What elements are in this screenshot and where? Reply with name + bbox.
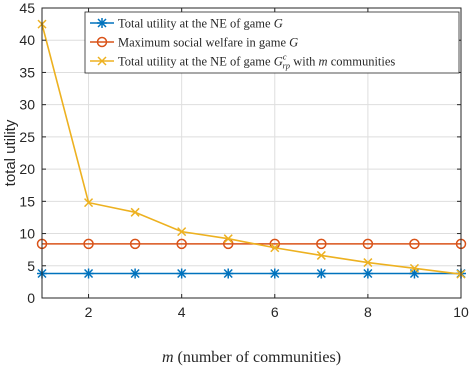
legend-swatch-marker: [97, 56, 107, 66]
data-point: [83, 268, 94, 279]
y-tick-label: 40: [19, 32, 35, 48]
legend-box: [84, 11, 460, 74]
legend: Total utility at the NE of game G Maximum…: [84, 11, 460, 74]
legend-label: Total utility at the NE of game G: [118, 17, 283, 31]
data-point: [409, 263, 419, 273]
data-point: [83, 238, 94, 250]
legend-entry-3: Total utility at the NE of game Gc rp wit…: [90, 52, 395, 71]
y-tick-label: 35: [19, 64, 35, 80]
data-point: [84, 198, 94, 208]
data-point: [177, 227, 187, 237]
y-tick-label: 30: [19, 97, 35, 113]
x-tick-label: 4: [178, 304, 186, 320]
x-axis-label-math: m: [162, 349, 174, 366]
data-point: [362, 238, 374, 250]
data-point: [223, 268, 234, 279]
y-tick-label: 25: [19, 129, 35, 145]
y-tick-label: 45: [19, 0, 35, 16]
data-point: [362, 268, 373, 279]
x-axis-label-text: (number of communities): [178, 349, 342, 366]
data-point: [176, 238, 187, 250]
x-tick-label: 8: [364, 304, 372, 320]
y-tick-label: 20: [19, 161, 35, 177]
x-axis-label: m (number of communities): [162, 349, 341, 366]
data-point: [363, 258, 373, 268]
y-tick-label: 0: [27, 290, 35, 306]
data-point: [223, 234, 233, 244]
legend-label: Maximum social welfare in game G: [118, 36, 298, 50]
data-point: [316, 238, 327, 250]
legend-label: Total utility at the NE of game Gc rp wit…: [118, 52, 395, 71]
x-tick-label: 6: [271, 304, 279, 320]
series-3: [37, 19, 466, 279]
data-point: [130, 268, 141, 279]
data-point: [409, 268, 420, 279]
data-point: [130, 207, 140, 217]
axis-ticks: 2 4 6 8 10 0 5 10 15 20 25 30 35 40 45: [19, 0, 469, 320]
x-tick-label: 2: [85, 304, 93, 320]
data-point: [316, 250, 326, 260]
data-point: [269, 268, 280, 279]
data-point: [129, 238, 141, 250]
legend-swatch-marker: [97, 18, 107, 28]
plot-frame: [41, 7, 462, 299]
series-layer: [36, 19, 467, 279]
data-point: [409, 238, 420, 250]
legend-entry-1: Total utility at the NE of game G: [90, 17, 283, 31]
legend-entry-2: Maximum social welfare in game G: [90, 36, 298, 50]
y-axis-label: total utility: [2, 119, 19, 186]
data-point: [316, 268, 327, 279]
series-line: [41, 23, 462, 275]
y-tick-label: 10: [19, 226, 35, 242]
y-tick-label: 15: [19, 193, 35, 209]
data-point: [176, 268, 187, 279]
legend-entries: Total utility at the NE of game G Maximum…: [90, 17, 395, 71]
data-point: [270, 243, 280, 253]
x-tick-label: 10: [453, 304, 469, 320]
legend-swatch-marker: [96, 36, 108, 48]
series-1: [37, 268, 466, 279]
y-tick-label: 5: [27, 258, 35, 274]
